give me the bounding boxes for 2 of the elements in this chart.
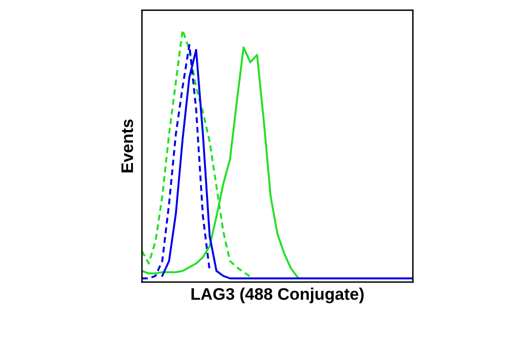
y-axis-title: Events bbox=[121, 119, 134, 172]
x-axis-title: LAG3 (488 Conjugate) bbox=[191, 288, 364, 304]
